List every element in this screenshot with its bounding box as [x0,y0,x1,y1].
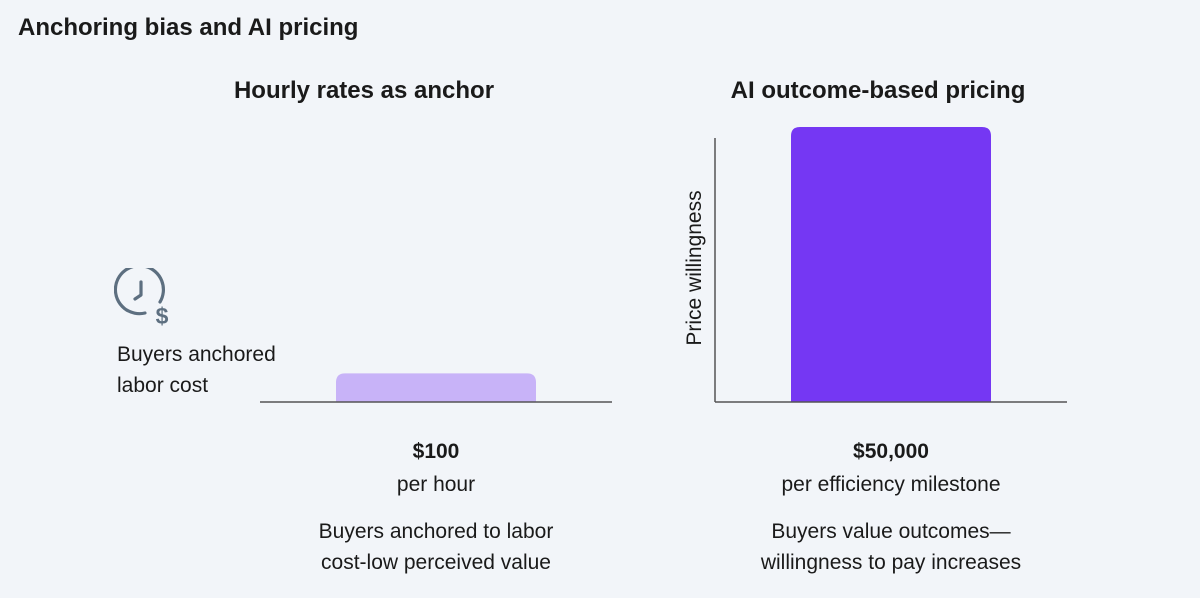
left-description-line-2: cost-low perceived value [321,551,551,574]
right-chart-title: AI outcome-based pricing [730,77,1026,104]
clock-dollar-icon: $ [113,264,178,337]
left-unit-label: per hour [396,473,476,496]
left-value-label: $100 [412,440,460,463]
annotation-line-1: Buyers anchored [117,343,276,366]
svg-text:$: $ [156,303,169,329]
anchor-annotation: Buyers anchored labor cost [117,339,317,401]
y-axis-label: Price willingness [683,190,706,346]
left-description: Buyers anchored to labor cost-low percei… [319,516,554,578]
annotation-line-2: labor cost [117,374,209,397]
right-bar [791,127,991,402]
right-unit-label: per efficiency milestone [781,473,1001,496]
left-bar [336,373,536,402]
left-chart-title: Hourly rates as anchor [233,77,495,104]
right-value-label: $50,000 [853,440,929,463]
left-description-line-1: Buyers anchored to labor [318,520,554,543]
right-description: Buyers value outcomes— willingness to pa… [761,516,1021,578]
page-title: Anchoring bias and AI pricing [18,14,359,41]
right-description-line-1: Buyers value outcomes— [771,520,1011,543]
right-description-line-2: willingness to pay increases [760,551,1022,574]
